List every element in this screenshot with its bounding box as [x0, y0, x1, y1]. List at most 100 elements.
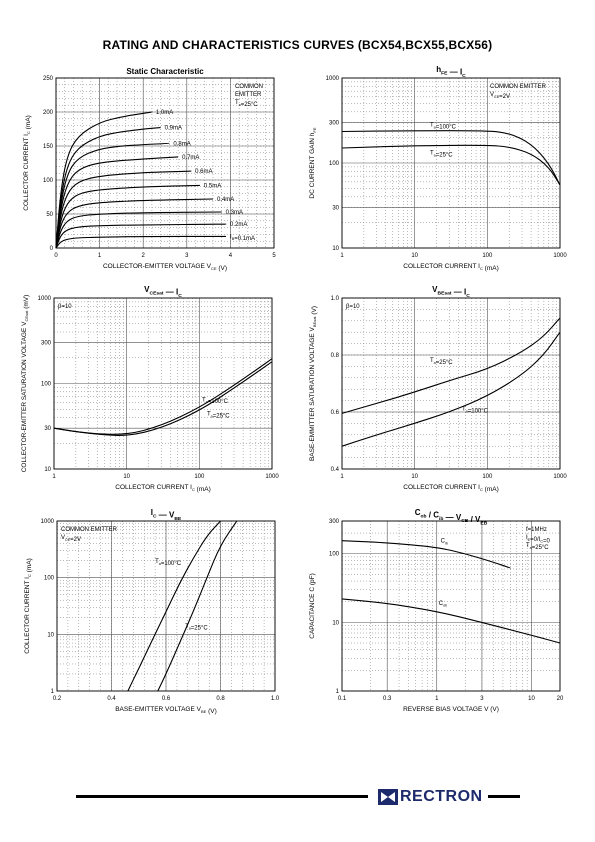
series-label-0: Cib [441, 539, 448, 546]
plot-frame [53, 297, 273, 470]
series-line-1 [53, 361, 273, 436]
annotation-line: COMMON EMITTER [61, 527, 118, 533]
chart-c6: 0.1 0.3 1 3 10 20 1 10 100 300 Cib Cob f=1MHz IE=0/IC… [309, 508, 564, 713]
series-label-1: 0.9mA [165, 126, 182, 132]
series-line-1 [341, 598, 561, 644]
plot-frame [56, 520, 276, 692]
chart-title: VCEsat — IC [144, 285, 182, 299]
x-tick-label: 0.4 [107, 696, 116, 702]
chart-title: hFE — IC [436, 65, 466, 79]
series-line-1 [341, 331, 561, 447]
plot-frame [341, 520, 561, 692]
x-tick-label: 1 [98, 253, 102, 259]
chart-c4: 1 10 100 1000 0.4 0.6 0.8 1.0 Ta=25°C Ta=100°C β=1… [309, 285, 567, 493]
x-tick-label: 1 [340, 474, 344, 480]
y-tick-label: 250 [43, 76, 54, 82]
series-line-0 [341, 130, 561, 186]
annotation-line: β=10 [58, 304, 72, 310]
y-axis-label: COLLECTOR CURRENT IC (mA) [23, 115, 32, 211]
y-tick-label: 300 [41, 341, 52, 347]
y-tick-label: 10 [44, 467, 51, 473]
series-line-0 [341, 540, 512, 569]
x-tick-label: 3 [185, 253, 189, 259]
x-axis-label: COLLECTOR CURRENT IC (mA) [403, 484, 499, 493]
series-line-0 [55, 111, 153, 249]
series-label-1: Ta=25°C [207, 412, 230, 420]
series-label-5: 0.5mA [204, 183, 221, 189]
annotation-line: COMMON [235, 84, 263, 90]
x-tick-label: 100 [482, 474, 493, 480]
y-tick-label: 100 [329, 161, 340, 167]
plot-frame [341, 77, 561, 249]
x-tick-label: 0.1 [338, 696, 347, 702]
y-axis-label: COLLECTOR-EMITTER SATURATION VOLTAGE VCE… [21, 295, 30, 473]
x-tick-label: 10 [528, 696, 535, 702]
y-tick-label: 0 [50, 246, 54, 252]
y-tick-label: 300 [329, 120, 340, 126]
annotation-line: VCE=2V [61, 535, 81, 543]
y-tick-label: 0.6 [331, 410, 340, 416]
y-tick-label: 30 [44, 426, 51, 432]
x-tick-label: 20 [557, 696, 564, 702]
series-label-3: 0.7mA [182, 155, 199, 161]
x-tick-label: 100 [482, 253, 493, 259]
x-tick-label: 0.8 [216, 696, 225, 702]
x-tick-label: 0.6 [162, 696, 171, 702]
series-line-0 [127, 520, 222, 692]
series-label-7: 0.3mA [226, 210, 243, 216]
series-label-4: 0.6mA [195, 169, 212, 175]
x-tick-label: 0.2 [53, 696, 62, 702]
y-tick-label: 100 [44, 576, 55, 582]
series-line-6 [55, 198, 214, 249]
x-tick-label: 1.0 [271, 696, 280, 702]
x-tick-label: 1000 [553, 253, 567, 259]
y-tick-label: 0.4 [331, 467, 340, 473]
x-tick-label: 1 [52, 474, 56, 480]
series-line-7 [55, 211, 222, 249]
series-label-8: 0.2mA [230, 222, 247, 228]
x-tick-label: 1 [340, 253, 344, 259]
y-tick-label: 30 [332, 205, 339, 211]
series-line-1 [157, 520, 238, 692]
x-tick-label: 0 [54, 253, 58, 259]
y-axis-label: BASE-EMMITTER SATURATION VOLTAGE VBEsat … [309, 306, 318, 461]
chart-title: IC — VBE [151, 508, 182, 522]
footer-rule-right [488, 795, 520, 798]
y-tick-label: 100 [43, 178, 54, 184]
series-label-0: Ta=25°C [430, 358, 453, 366]
annotation-line: VCE=2V [490, 92, 510, 100]
series-line-2 [55, 142, 170, 249]
series-line-1 [341, 144, 561, 186]
series-label-0: 1.0mA [156, 110, 173, 116]
y-tick-label: 1000 [41, 519, 55, 525]
x-tick-label: 3 [480, 696, 484, 702]
y-axis-label: DC CURRENT GAIN hFE [309, 127, 317, 198]
y-tick-label: 100 [41, 382, 52, 388]
series-line-9 [55, 235, 226, 249]
y-tick-label: 1 [51, 689, 55, 695]
y-axis-label: CAPACITANCE C (pF) [309, 573, 316, 639]
x-tick-label: 4 [229, 253, 233, 259]
x-axis-label: BASE-EMITTER VOLTAGE VBE (V) [115, 706, 217, 715]
plot-frame [341, 297, 561, 470]
y-tick-label: 200 [43, 110, 54, 116]
series-label-0: Ta=100°C [155, 559, 182, 567]
x-axis-label: COLLECTOR-EMITTER VOLTAGE VCE (V) [103, 263, 227, 272]
annotation-line: f=1MHz [526, 527, 547, 533]
y-tick-label: 100 [329, 552, 340, 558]
brand-name: RECTRON [400, 788, 483, 805]
series-label-1: Ta=100°C [462, 407, 489, 415]
chart-title: VBEsat — IC [432, 285, 470, 299]
y-tick-label: 1.0 [331, 296, 340, 302]
series-line-5 [55, 184, 200, 249]
x-tick-label: 2 [142, 253, 146, 259]
x-tick-label: 0.3 [383, 696, 392, 702]
series-label-2: 0.8mA [173, 141, 190, 147]
annotation-line: COMMON EMITTER [490, 84, 547, 90]
chart-c3: 1 10 100 100010301003001000Ta=100°CTa=25°Cβ… [21, 285, 279, 493]
x-tick-label: 10 [123, 474, 130, 480]
y-tick-label: 10 [47, 632, 54, 638]
x-tick-label: 10 [411, 253, 418, 259]
annotation-line: IE=0/IC=0 [526, 535, 551, 545]
